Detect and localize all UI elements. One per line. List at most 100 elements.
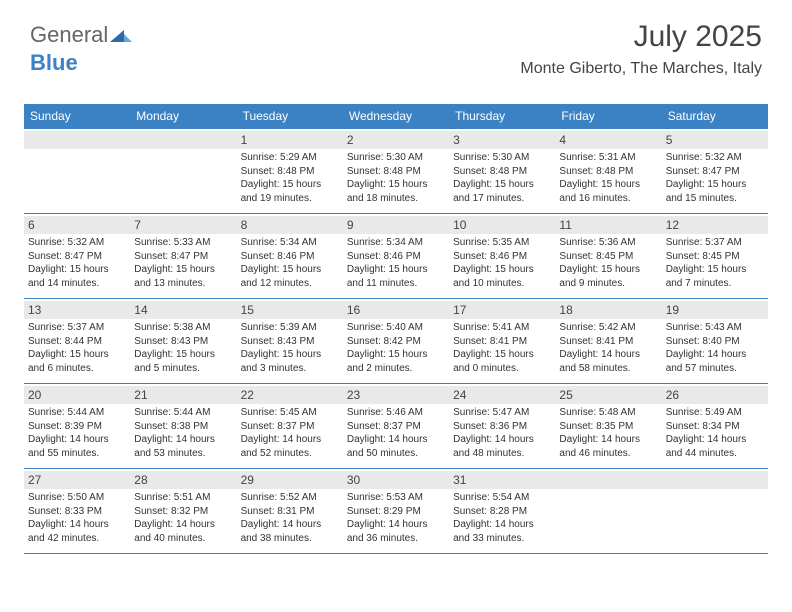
daylight-text-1: Daylight: 14 hours: [453, 433, 551, 447]
sunrise-text: Sunrise: 5:34 AM: [347, 236, 445, 250]
dayname: Sunday: [24, 104, 130, 129]
day-number: 30: [347, 473, 445, 487]
daylight-text-1: Daylight: 15 hours: [453, 348, 551, 362]
daynum-row: 10: [449, 216, 555, 234]
daylight-text-1: Daylight: 15 hours: [347, 263, 445, 277]
daylight-text-2: and 57 minutes.: [666, 362, 764, 376]
day-number: 15: [241, 303, 339, 317]
daynum-row: 24: [449, 386, 555, 404]
daylight-text-1: Daylight: 15 hours: [347, 348, 445, 362]
day-info: Sunrise: 5:30 AMSunset: 8:48 PMDaylight:…: [347, 151, 445, 205]
day-number: 23: [347, 388, 445, 402]
day-number: 12: [666, 218, 764, 232]
daynum-row: 25: [555, 386, 661, 404]
calendar-cell: 23Sunrise: 5:46 AMSunset: 8:37 PMDayligh…: [343, 384, 449, 468]
sunrise-text: Sunrise: 5:39 AM: [241, 321, 339, 335]
sunset-text: Sunset: 8:47 PM: [134, 250, 232, 264]
sunset-text: Sunset: 8:38 PM: [134, 420, 232, 434]
day-info: Sunrise: 5:44 AMSunset: 8:38 PMDaylight:…: [134, 406, 232, 460]
daynum-row: 15: [237, 301, 343, 319]
daynum-row: 27: [24, 471, 130, 489]
daynum-row: 6: [24, 216, 130, 234]
sunset-text: Sunset: 8:28 PM: [453, 505, 551, 519]
sunrise-text: Sunrise: 5:44 AM: [28, 406, 126, 420]
day-info: Sunrise: 5:37 AMSunset: 8:44 PMDaylight:…: [28, 321, 126, 375]
sunset-text: Sunset: 8:43 PM: [241, 335, 339, 349]
sunrise-text: Sunrise: 5:34 AM: [241, 236, 339, 250]
daylight-text-2: and 9 minutes.: [559, 277, 657, 291]
sunrise-text: Sunrise: 5:33 AM: [134, 236, 232, 250]
calendar-cell: 31 Sunrise: 5:54 AMSunset: 8:28 PMDayligh…: [449, 469, 555, 553]
day-info: Sunrise: 5:40 AMSunset: 8:42 PMDaylight:…: [347, 321, 445, 375]
sunset-text: Sunset: 8:45 PM: [666, 250, 764, 264]
daynum-row: 14: [130, 301, 236, 319]
day-number: 6: [28, 218, 126, 232]
daylight-text-2: and 12 minutes.: [241, 277, 339, 291]
day-number: 9: [347, 218, 445, 232]
sunset-text: Sunset: 8:48 PM: [241, 165, 339, 179]
daylight-text-1: Daylight: 14 hours: [134, 433, 232, 447]
sunset-text: Sunset: 8:36 PM: [453, 420, 551, 434]
daylight-text-1: Daylight: 14 hours: [666, 433, 764, 447]
daynum-row: 19: [662, 301, 768, 319]
daylight-text-1: Daylight: 15 hours: [347, 178, 445, 192]
sunset-text: Sunset: 8:48 PM: [453, 165, 551, 179]
daynum-row: 4: [555, 131, 661, 149]
daynum-row: 31: [449, 471, 555, 489]
day-info: Sunrise: 5:34 AMSunset: 8:46 PMDaylight:…: [347, 236, 445, 290]
sunrise-text: Sunrise: 5:36 AM: [559, 236, 657, 250]
sunrise-text: Sunrise: 5:30 AM: [453, 151, 551, 165]
sunset-text: Sunset: 8:42 PM: [347, 335, 445, 349]
page-subtitle: Monte Giberto, The Marches, Italy: [520, 60, 762, 78]
calendar-cell: 10Sunrise: 5:35 AMSunset: 8:46 PMDayligh…: [449, 214, 555, 298]
sunset-text: Sunset: 8:31 PM: [241, 505, 339, 519]
day-info: Sunrise: 5:34 AMSunset: 8:46 PMDaylight:…: [241, 236, 339, 290]
daylight-text-1: Daylight: 14 hours: [453, 518, 551, 532]
day-info: Sunrise: 5:38 AMSunset: 8:43 PMDaylight:…: [134, 321, 232, 375]
sunset-text: Sunset: 8:47 PM: [666, 165, 764, 179]
calendar-week: 1Sunrise: 5:29 AMSunset: 8:48 PMDaylight…: [24, 129, 768, 214]
day-number: 1: [241, 133, 339, 147]
daylight-text-1: Daylight: 15 hours: [134, 348, 232, 362]
sunrise-text: Sunrise: 5:38 AM: [134, 321, 232, 335]
sunrise-text: Sunrise: 5:47 AM: [453, 406, 551, 420]
daynum-row: 30: [343, 471, 449, 489]
day-number: 3: [453, 133, 551, 147]
daylight-text-2: and 14 minutes.: [28, 277, 126, 291]
calendar-cell: 30Sunrise: 5:53 AMSunset: 8:29 PMDayligh…: [343, 469, 449, 553]
daynum-row: 22: [237, 386, 343, 404]
brand-text-2: Blue: [30, 50, 78, 75]
daynum-row: [555, 471, 661, 489]
day-info: Sunrise: 5:54 AMSunset: 8:28 PMDaylight:…: [453, 491, 551, 545]
calendar-cell: 13Sunrise: 5:37 AMSunset: 8:44 PMDayligh…: [24, 299, 130, 383]
header-right: July 2025 Monte Giberto, The Marches, It…: [520, 20, 762, 78]
daylight-text-2: and 55 minutes.: [28, 447, 126, 461]
daylight-text-1: Daylight: 15 hours: [241, 178, 339, 192]
daynum-row: 11: [555, 216, 661, 234]
sunrise-text: Sunrise: 5:54 AM: [453, 491, 551, 505]
sunset-text: Sunset: 8:45 PM: [559, 250, 657, 264]
calendar-cell: 29Sunrise: 5:52 AMSunset: 8:31 PMDayligh…: [237, 469, 343, 553]
calendar-cell: 11 Sunrise: 5:36 AMSunset: 8:45 PMDayligh…: [555, 214, 661, 298]
day-number: 17: [453, 303, 551, 317]
calendar-cell: [555, 469, 661, 553]
sunrise-text: Sunrise: 5:50 AM: [28, 491, 126, 505]
day-info: Sunrise: 5:39 AMSunset: 8:43 PMDaylight:…: [241, 321, 339, 375]
daynum-row: 3: [449, 131, 555, 149]
daylight-text-2: and 48 minutes.: [453, 447, 551, 461]
dayname: Saturday: [662, 104, 768, 129]
daylight-text-2: and 33 minutes.: [453, 532, 551, 546]
day-number: 31: [453, 473, 551, 487]
daylight-text-1: Daylight: 14 hours: [666, 348, 764, 362]
brand-text-1: General: [30, 22, 108, 47]
daylight-text-1: Daylight: 15 hours: [134, 263, 232, 277]
day-number: 25: [559, 388, 657, 402]
daylight-text-2: and 5 minutes.: [134, 362, 232, 376]
daynum-row: 21: [130, 386, 236, 404]
calendar-cell: 3Sunrise: 5:30 AMSunset: 8:48 PMDaylight…: [449, 129, 555, 213]
daylight-text-2: and 13 minutes.: [134, 277, 232, 291]
calendar-cell: 28Sunrise: 5:51 AMSunset: 8:32 PMDayligh…: [130, 469, 236, 553]
day-info: Sunrise: 5:31 AMSunset: 8:48 PMDaylight:…: [559, 151, 657, 205]
day-info: Sunrise: 5:36 AMSunset: 8:45 PMDaylight:…: [559, 236, 657, 290]
calendar-cell: 15 Sunrise: 5:39 AMSunset: 8:43 PMDayligh…: [237, 299, 343, 383]
